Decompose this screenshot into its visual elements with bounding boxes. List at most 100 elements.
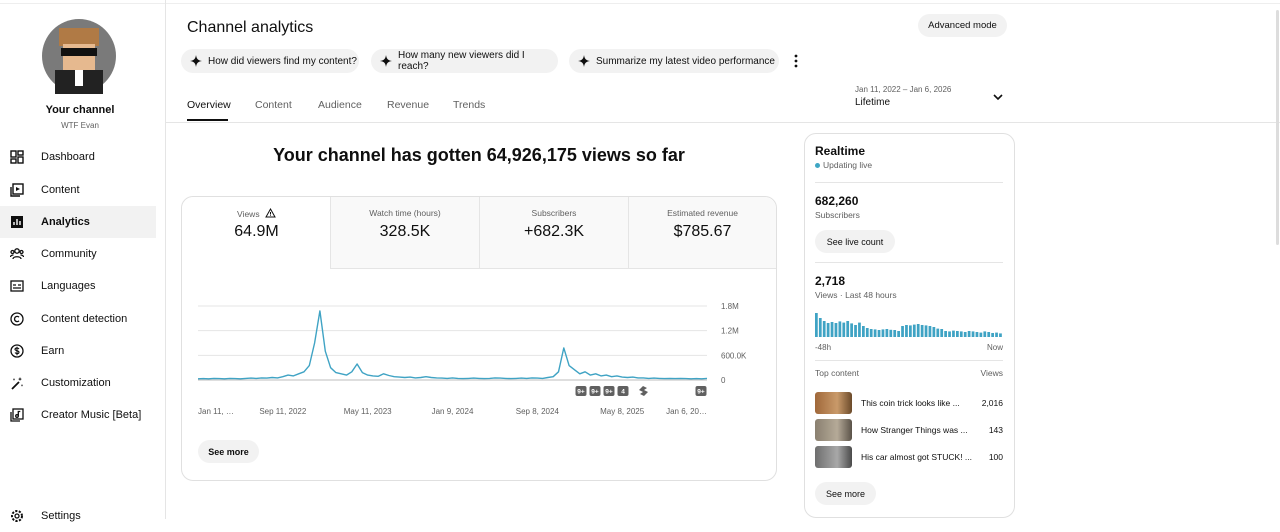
period[interactable]: Lifetime bbox=[855, 97, 891, 108]
nav-icon bbox=[10, 408, 24, 422]
nav-item[interactable]: Earn bbox=[0, 335, 156, 367]
video-title[interactable]: How Stranger Things was ... bbox=[861, 425, 968, 435]
nav-item[interactable]: Creator Music [Beta] bbox=[0, 399, 156, 431]
metric-label: Estimated revenue bbox=[667, 208, 738, 218]
top-border bbox=[0, 3, 1280, 4]
sidebar-border bbox=[165, 0, 166, 519]
nav-item[interactable]: Content bbox=[0, 174, 156, 206]
nav-icon bbox=[11, 216, 23, 228]
tab[interactable]: Trends bbox=[453, 99, 486, 111]
nav-label: Earn bbox=[41, 345, 65, 357]
nav-label: Creator Music [Beta] bbox=[41, 409, 142, 421]
views-column-label: Views bbox=[980, 368, 1003, 378]
nav-icon bbox=[10, 280, 24, 292]
metric-value: 328.5K bbox=[379, 223, 431, 240]
video-thumbnail[interactable] bbox=[815, 446, 852, 468]
sparkle-icon bbox=[380, 55, 392, 67]
nav-icon bbox=[11, 377, 23, 390]
date-range: Jan 11, 2022 – Jan 6, 2026 bbox=[855, 85, 952, 94]
tab-underline bbox=[187, 119, 228, 121]
nav-icon bbox=[10, 150, 24, 164]
live-dot bbox=[815, 163, 820, 168]
metric-value: 64.9M bbox=[234, 223, 279, 240]
page-title: Channel analytics bbox=[187, 19, 314, 36]
see-more-button[interactable]: See more bbox=[815, 482, 876, 505]
channel-name: WTF Evan bbox=[61, 121, 99, 130]
scrollbar[interactable] bbox=[1276, 10, 1279, 245]
sparkle-icon bbox=[578, 55, 590, 67]
metric-label: Views bbox=[237, 209, 260, 219]
video-title[interactable]: This coin trick looks like ... bbox=[861, 398, 960, 408]
nav-icon bbox=[10, 344, 24, 358]
prompt-text: Summarize my latest video performance bbox=[596, 55, 775, 67]
nav-label: Analytics bbox=[41, 216, 90, 228]
metric-tab[interactable]: Subscribers +682.3K bbox=[479, 197, 628, 269]
metric-value: +682.3K bbox=[523, 223, 585, 240]
metric-label: Subscribers bbox=[531, 208, 577, 218]
metric-tab[interactable]: Views 64.9M bbox=[182, 197, 331, 269]
metric-label: Watch time (hours) bbox=[369, 208, 441, 218]
subscriber-label: Subscribers bbox=[815, 210, 860, 220]
tab[interactable]: Content bbox=[255, 99, 292, 111]
tab[interactable]: Revenue bbox=[387, 99, 430, 111]
nav-label: Dashboard bbox=[41, 151, 95, 163]
realtime-status: Updating live bbox=[823, 160, 873, 170]
see-live-count-button[interactable]: See live count bbox=[815, 230, 895, 253]
tab[interactable]: Audience bbox=[318, 99, 362, 111]
nav-item[interactable]: Content detection bbox=[0, 303, 156, 335]
nav-item[interactable]: Dashboard bbox=[0, 141, 156, 173]
nav-label: Content bbox=[41, 184, 80, 196]
views-count: 2,718 bbox=[815, 274, 846, 288]
nav-item[interactable]: Community bbox=[0, 238, 156, 270]
metric-label-row: Views bbox=[182, 207, 331, 219]
channel-title: Your channel bbox=[45, 104, 115, 116]
avatar-hair bbox=[59, 28, 99, 46]
see-more-button[interactable]: See more bbox=[198, 440, 259, 463]
nav-label: Settings bbox=[41, 510, 81, 522]
video-views: 143 bbox=[988, 425, 1003, 435]
metric-tab[interactable]: Estimated revenue $785.67 bbox=[628, 197, 776, 269]
nav-icon bbox=[10, 312, 24, 326]
prompt-chip[interactable]: Summarize my latest video performance bbox=[569, 49, 779, 73]
metrics-card bbox=[181, 196, 777, 481]
advanced-mode-button[interactable]: Advanced mode bbox=[918, 14, 1007, 37]
nav-icon bbox=[10, 183, 24, 197]
nav-label: Languages bbox=[41, 280, 96, 292]
nav-icon bbox=[11, 510, 23, 522]
sparkle-icon bbox=[190, 55, 202, 67]
nav-item[interactable]: Languages bbox=[0, 270, 156, 302]
realtime-card bbox=[804, 133, 1015, 518]
realtime-title: Realtime bbox=[815, 144, 866, 158]
avatar-shirt bbox=[75, 70, 83, 86]
subscriber-count: 682,260 bbox=[815, 194, 859, 208]
nav-item[interactable]: Analytics bbox=[0, 206, 156, 238]
tab[interactable]: Overview bbox=[187, 99, 231, 111]
divider bbox=[815, 360, 1003, 361]
video-thumbnail[interactable] bbox=[815, 419, 852, 441]
nav-item[interactable]: Settings bbox=[0, 500, 156, 532]
avatar-face bbox=[63, 44, 95, 70]
metric-tab[interactable]: Watch time (hours) 328.5K bbox=[330, 197, 479, 269]
avatar-glasses bbox=[61, 48, 97, 56]
video-thumbnail[interactable] bbox=[815, 392, 852, 414]
warning-icon bbox=[265, 207, 276, 218]
more-menu[interactable] bbox=[792, 53, 800, 69]
video-title[interactable]: His car almost got STUCK! ... bbox=[861, 452, 972, 462]
divider bbox=[815, 182, 1003, 183]
video-views: 100 bbox=[988, 452, 1003, 462]
prompt-text: How did viewers find my content? bbox=[208, 55, 357, 67]
prompt-chip[interactable]: How did viewers find my content? bbox=[181, 49, 359, 73]
nav-label: Customization bbox=[41, 377, 111, 389]
prompt-text: How many new viewers did I reach? bbox=[398, 50, 525, 72]
prompt-chip[interactable]: How many new viewers did I reach? bbox=[371, 49, 558, 73]
metric-value: $785.67 bbox=[673, 223, 732, 240]
nav-label: Community bbox=[41, 248, 97, 260]
views-label: Views · Last 48 hours bbox=[815, 290, 897, 300]
dropdown-chevron[interactable] bbox=[992, 93, 1004, 103]
nav-item[interactable]: Customization bbox=[0, 367, 156, 399]
header-divider bbox=[166, 122, 1280, 123]
avatar[interactable] bbox=[41, 18, 117, 94]
divider bbox=[815, 262, 1003, 263]
video-views: 2,016 bbox=[981, 398, 1003, 408]
